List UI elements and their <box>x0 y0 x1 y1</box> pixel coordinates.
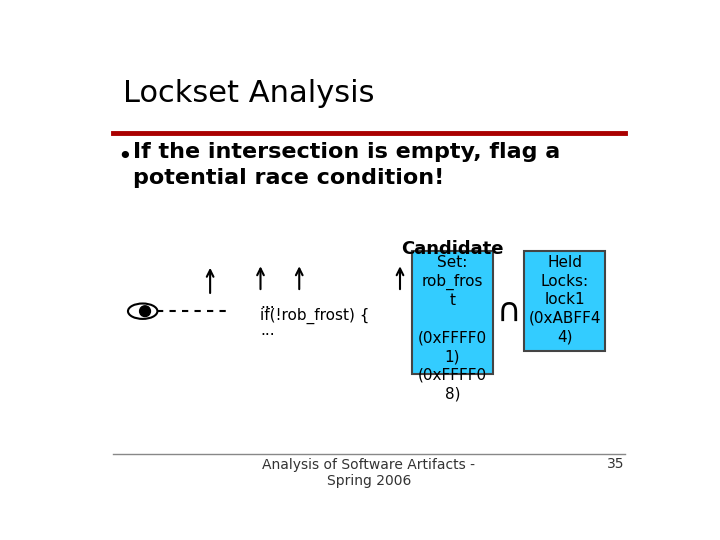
Text: ...: ... <box>261 323 275 338</box>
Text: if(!rob_frost) {: if(!rob_frost) { <box>261 308 370 325</box>
Text: ...: ... <box>261 296 275 311</box>
Text: ∩: ∩ <box>496 295 521 328</box>
FancyBboxPatch shape <box>524 251 606 351</box>
Circle shape <box>140 306 150 316</box>
Text: Set:
rob_fros
t

(0xFFFF0
1)
(0xFFFF0
8): Set: rob_fros t (0xFFFF0 1) (0xFFFF0 8) <box>418 255 487 401</box>
Text: 35: 35 <box>607 457 625 471</box>
FancyBboxPatch shape <box>412 251 493 374</box>
Text: If the intersection is empty, flag a
potential race condition!: If the intersection is empty, flag a pot… <box>132 142 560 188</box>
Text: Candidate: Candidate <box>400 240 503 258</box>
Text: Held
Locks:
lock1
(0xABFF4
4): Held Locks: lock1 (0xABFF4 4) <box>528 255 601 345</box>
Text: Analysis of Software Artifacts -
Spring 2006: Analysis of Software Artifacts - Spring … <box>263 457 475 488</box>
Text: •: • <box>117 145 132 169</box>
Text: Lockset Analysis: Lockset Analysis <box>122 79 374 107</box>
